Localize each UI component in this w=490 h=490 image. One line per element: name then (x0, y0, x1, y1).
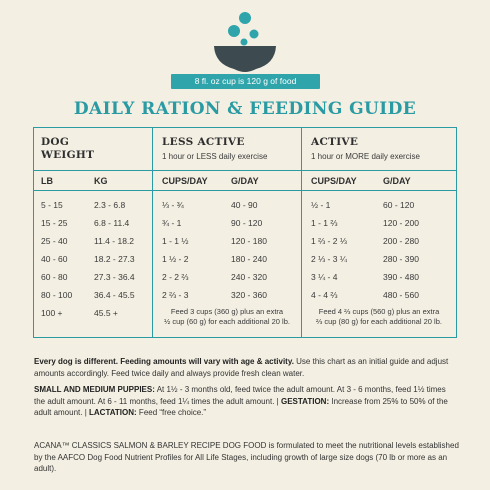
page-title: DAILY RATION & FEEDING GUIDE (73, 99, 417, 119)
table-cell-kg: 2.3 - 6.8 (94, 200, 126, 210)
col-lb: LB (41, 176, 53, 186)
dog-weight-header-1: DOG (41, 136, 70, 148)
table-cell-kg: 36.4 - 45.5 (94, 290, 135, 300)
active-note: Feed 4 ⅔ cups (560 g) plus an extra ⅔ cu… (302, 307, 456, 327)
col-cups-active: CUPS/DAY (311, 176, 357, 186)
table-cell-cups-active: 1 - 1 ⅔ (311, 218, 338, 228)
table-cell-cups-less: 1 ½ - 2 (162, 254, 189, 264)
col-g-less: G/DAY (231, 176, 259, 186)
table-cell-g-less: 180 - 240 (231, 254, 267, 264)
table-cell-kg: 27.3 - 36.4 (94, 272, 135, 282)
puppies-label: SMALL AND MEDIUM PUPPIES: (34, 385, 155, 394)
kibble-dot (249, 29, 259, 39)
last-lb: 100 + (41, 308, 63, 318)
aafco-statement: ACANA™ CLASSICS SALMON & BARLEY RECIPE D… (34, 441, 459, 473)
table-cell-cups-less: 2 - 2 ⅔ (162, 272, 189, 282)
puppies-text: At 1½ - 3 months old, feed twice the adu… (34, 385, 446, 406)
table-cell-g-less: 90 - 120 (231, 218, 263, 228)
table-cell-cups-less: 2 ⅔ - 3 (162, 290, 189, 300)
table-cell-g-active: 390 - 480 (383, 272, 419, 282)
header-divider (34, 170, 456, 171)
table-cell-lb: 15 - 25 (41, 218, 68, 228)
column-divider (152, 128, 153, 337)
table-cell-cups-active: 4 - 4 ⅔ (311, 290, 338, 300)
cup-size-label: 8 fl. oz cup is 120 g of food (171, 74, 320, 89)
less-active-note-line-2: ½ cup (60 g) for each additional 20 lb. (164, 317, 290, 326)
table-cell-kg: 18.2 - 27.3 (94, 254, 135, 264)
table-cell-g-active: 280 - 390 (383, 254, 419, 264)
kibble-dot (228, 25, 240, 37)
table-cell-cups-active: ½ - 1 (311, 200, 331, 210)
life-stage-paragraph: SMALL AND MEDIUM PUPPIES: At 1½ - 3 mont… (34, 384, 459, 419)
col-cups-less: CUPS/DAY (162, 176, 208, 186)
table-cell-lb: 60 - 80 (41, 272, 68, 282)
table-cell-cups-less: 1 - 1 ½ (162, 236, 189, 246)
food-bowl-icon (214, 12, 276, 72)
kibble-dot (239, 12, 251, 24)
intro-rest: Use this chart as an initial guide and a… (34, 357, 449, 378)
gestation-text: Increase from 25% to 50% of the adult am… (34, 396, 448, 418)
table-cell-lb: 25 - 40 (41, 236, 68, 246)
subheader-divider (34, 190, 456, 191)
intro-bold: Every dog is different. Feeding amounts … (34, 357, 294, 366)
table-cell-cups-active: 3 ¼ - 4 (311, 272, 338, 282)
table-cell-g-less: 120 - 180 (231, 236, 267, 246)
active-header: ACTIVE (311, 136, 359, 148)
table-cell-cups-active: 2 ⅓ - 3 ¼ (311, 254, 347, 264)
lactation-label: LACTATION: (89, 408, 137, 417)
active-note-line-1: Feed 4 ⅔ cups (560 g) plus an extra (318, 307, 440, 316)
table-cell-g-less: 40 - 90 (231, 200, 258, 210)
col-g-active: G/DAY (383, 176, 411, 186)
last-kg: 45.5 + (94, 308, 118, 318)
bowl-shape (214, 46, 276, 72)
feeding-table: DOG WEIGHT LESS ACTIVE 1 hour or LESS da… (33, 127, 457, 338)
column-divider (301, 128, 302, 337)
table-cell-g-active: 480 - 560 (383, 290, 419, 300)
col-kg: KG (94, 176, 108, 186)
table-cell-kg: 6.8 - 11.4 (94, 218, 130, 228)
dog-weight-header-2: WEIGHT (41, 149, 95, 161)
table-cell-lb: 80 - 100 (41, 290, 73, 300)
less-active-note: Feed 3 cups (360 g) plus an extra ½ cup … (153, 307, 301, 327)
active-subheader: 1 hour or MORE daily exercise (311, 152, 420, 161)
table-cell-cups-active: 1 ⅔ - 2 ⅓ (311, 236, 347, 246)
gestation-label: GESTATION: (280, 396, 330, 406)
table-cell-lb: 5 - 15 (41, 200, 63, 210)
less-active-note-line-1: Feed 3 cups (360 g) plus an extra (170, 307, 284, 316)
kibble-dot (240, 38, 248, 46)
table-cell-kg: 11.4 - 18.2 (94, 236, 135, 246)
lactation-text: Feed “free choice.” (136, 408, 207, 417)
table-cell-g-active: 60 - 120 (383, 200, 415, 210)
table-cell-g-active: 200 - 280 (383, 236, 419, 246)
table-cell-g-less: 320 - 360 (231, 290, 267, 300)
less-active-subheader: 1 hour or LESS daily exercise (162, 152, 268, 161)
feeding-intro-paragraph: Every dog is different. Feeding amounts … (34, 356, 459, 379)
less-active-header: LESS ACTIVE (162, 136, 245, 148)
table-cell-cups-less: ⅓ - ¾ (162, 200, 184, 210)
table-cell-g-less: 240 - 320 (231, 272, 267, 282)
table-cell-lb: 40 - 60 (41, 254, 68, 264)
table-cell-g-active: 120 - 200 (383, 218, 419, 228)
active-note-line-2: ⅔ cup (80 g) for each additional 20 lb. (316, 317, 442, 326)
table-cell-cups-less: ¾ - 1 (162, 218, 182, 228)
